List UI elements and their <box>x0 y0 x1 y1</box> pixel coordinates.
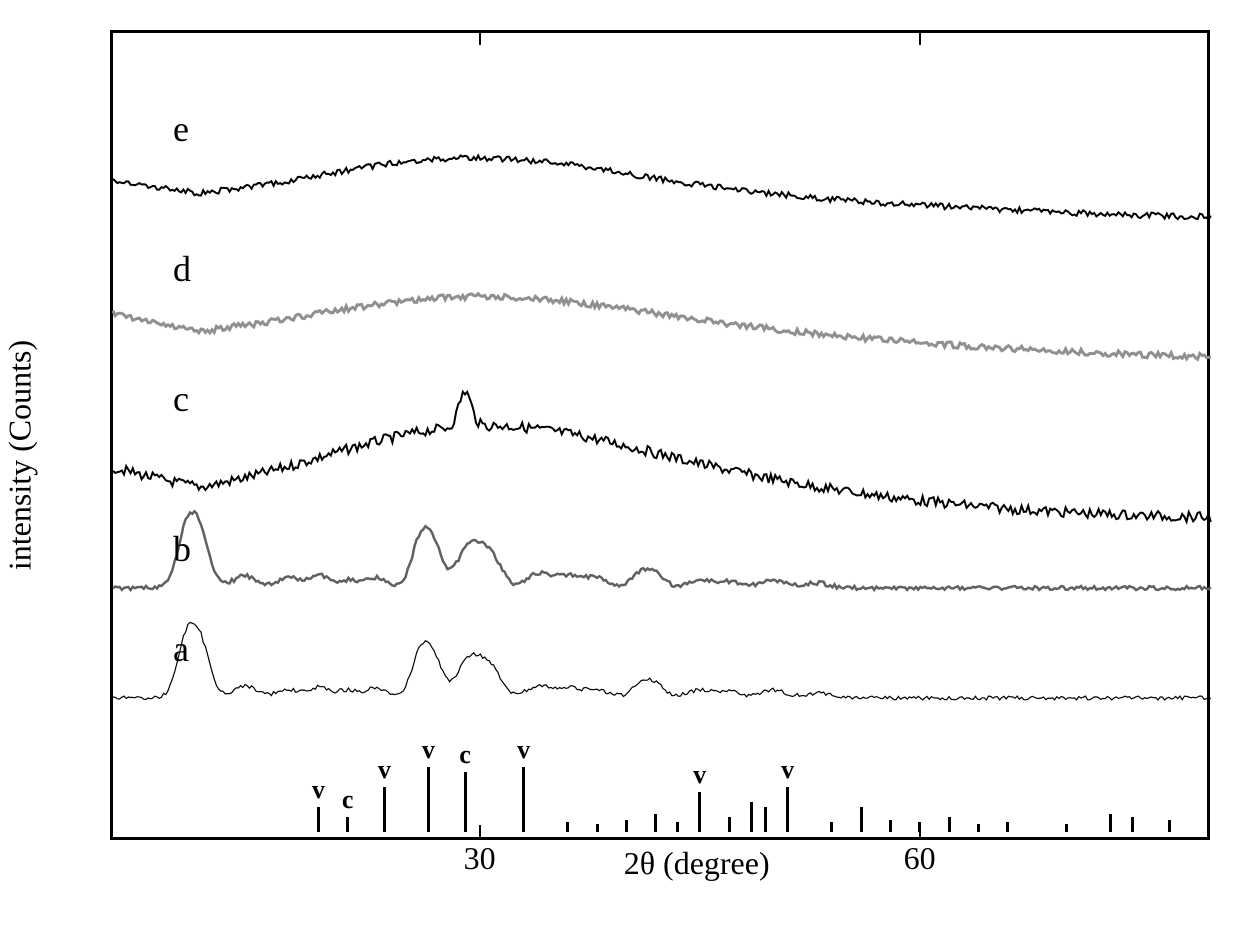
reference-peak <box>346 817 349 832</box>
reference-peak <box>750 802 753 832</box>
curve-a <box>113 623 1211 701</box>
reference-peak-label: v <box>378 755 391 785</box>
curve-b <box>113 511 1211 590</box>
reference-peak <box>383 787 386 832</box>
reference-peak-label: v <box>693 760 706 790</box>
curve-d <box>113 294 1211 360</box>
reference-peak-label: v <box>781 755 794 785</box>
xrd-chart: intensity (Counts) abcde vcvvcvvv 3060 2… <box>70 20 1220 890</box>
reference-peak <box>317 807 320 832</box>
reference-peak <box>1131 817 1134 832</box>
curve-label-c: c <box>173 378 189 420</box>
reference-peak <box>1065 824 1068 832</box>
reference-peak <box>464 772 467 832</box>
reference-peak-label: v <box>517 735 530 765</box>
curve-label-e: e <box>173 108 189 150</box>
reference-peak <box>596 824 599 832</box>
reference-peak <box>948 817 951 832</box>
reference-peak <box>728 817 731 832</box>
y-axis-label: intensity (Counts) <box>2 340 39 570</box>
reference-peak <box>764 807 767 832</box>
x-tick-mark <box>919 825 921 837</box>
reference-peak <box>522 767 525 832</box>
curve-e <box>113 155 1211 219</box>
reference-peak <box>566 822 569 832</box>
reference-peak-label: c <box>342 785 354 815</box>
reference-peak <box>786 787 789 832</box>
reference-peak <box>698 792 701 832</box>
reference-peak-label: c <box>459 740 471 770</box>
reference-peak-label: v <box>422 735 435 765</box>
x-tick-mark-top <box>479 33 481 45</box>
curve-label-b: b <box>173 528 191 570</box>
curve-label-a: a <box>173 628 189 670</box>
reference-peak-label: v <box>312 775 325 805</box>
curve-c <box>113 392 1211 522</box>
plot-area: abcde vcvvcvvv 3060 <box>110 30 1210 840</box>
reference-peak <box>654 814 657 832</box>
reference-peak <box>676 822 679 832</box>
reference-peak <box>427 767 430 832</box>
x-tick-mark <box>479 825 481 837</box>
reference-peak <box>625 820 628 832</box>
reference-peak <box>1109 814 1112 832</box>
x-tick-label: 30 <box>464 840 496 877</box>
reference-peak <box>860 807 863 832</box>
curve-label-d: d <box>173 248 191 290</box>
reference-peak <box>1006 822 1009 832</box>
reference-peak <box>1168 820 1171 832</box>
reference-peak <box>830 822 833 832</box>
x-tick-mark-top <box>919 33 921 45</box>
x-axis-label: 2θ (degree) <box>624 845 770 882</box>
xrd-curves-svg <box>113 33 1207 843</box>
reference-peak <box>889 820 892 832</box>
reference-peak <box>977 824 980 832</box>
x-tick-label: 60 <box>904 840 936 877</box>
